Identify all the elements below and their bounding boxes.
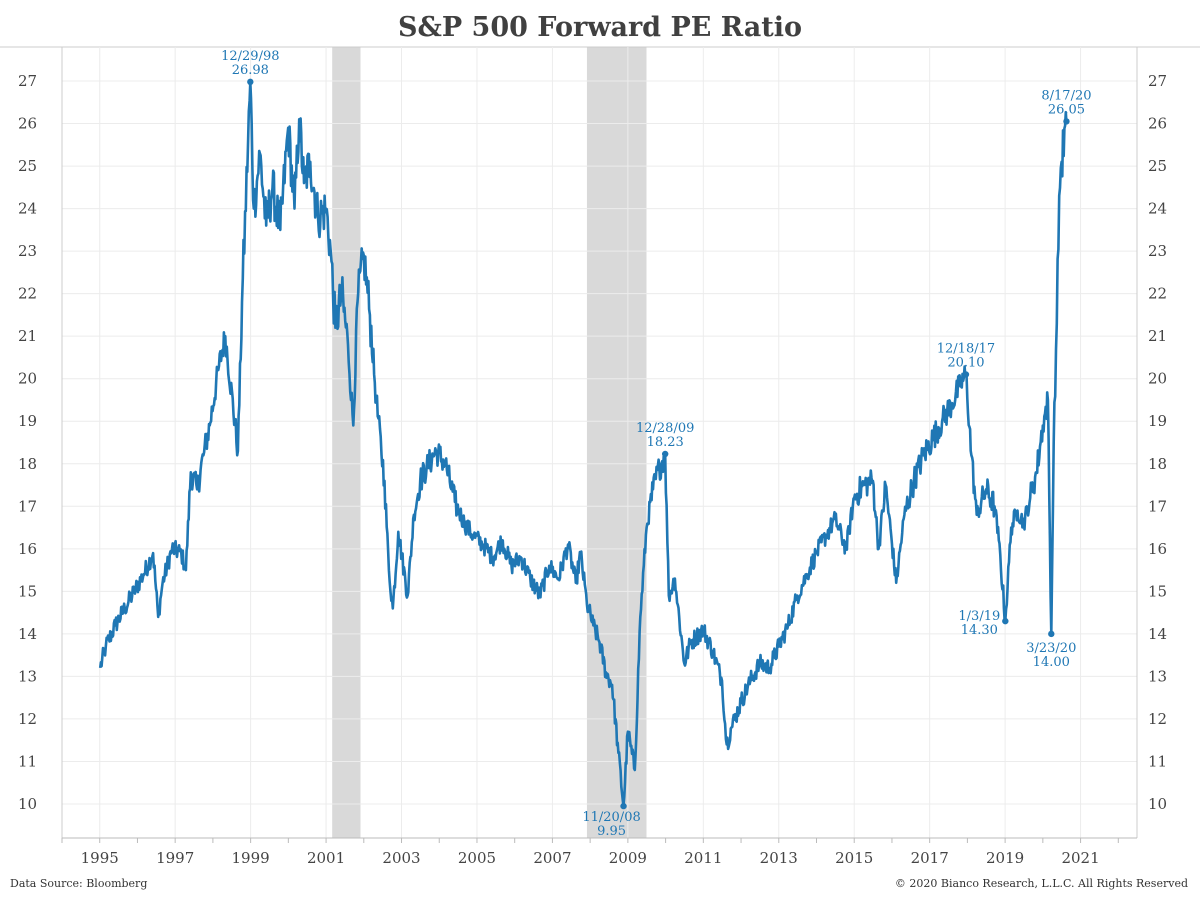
series-line-layer: [98, 80, 1068, 808]
x-tick-label: 2019: [986, 849, 1024, 867]
annotation-value-label: 26.98: [232, 63, 269, 78]
grid: [0, 46, 1200, 838]
y-tick-label-right: 16: [1148, 540, 1167, 558]
y-tick-label-right: 17: [1148, 497, 1167, 515]
annotation-date-label: 12/29/98: [221, 49, 279, 64]
x-tick-label: 2013: [760, 849, 798, 867]
y-tick-label-left: 10: [18, 795, 37, 813]
y-tick-label-right: 10: [1148, 795, 1167, 813]
x-tick-label: 2003: [382, 849, 420, 867]
annotation-point: [1002, 617, 1009, 625]
copyright-note: © 2020 Bianco Research, L.L.C. All Right…: [895, 877, 1188, 890]
annotation-date-label: 3/23/20: [1026, 641, 1076, 656]
y-tick-label-right: 19: [1148, 412, 1167, 430]
x-tick-label: 2015: [835, 849, 873, 867]
y-tick-label-left: 18: [18, 455, 37, 473]
recession-band-1: [332, 47, 361, 838]
x-tick-label: 2001: [307, 849, 345, 867]
annotation-date-label: 12/28/09: [636, 421, 694, 436]
y-tick-label-right: 22: [1148, 285, 1167, 303]
y-tick-label-left: 13: [18, 667, 37, 685]
annotation-value-label: 18.23: [647, 435, 684, 450]
annotation-point: [247, 78, 254, 86]
y-tick-label-right: 20: [1148, 370, 1167, 388]
y-tick-label-right: 27: [1148, 72, 1167, 90]
annotation-point: [1063, 118, 1070, 125]
y-tick-label-right: 21: [1148, 327, 1167, 345]
y-tick-label-left: 19: [18, 412, 37, 430]
data-source-note: Data Source: Bloomberg: [10, 877, 147, 890]
annotation-value-label: 14.00: [1033, 655, 1070, 670]
x-tick-label: 2011: [684, 849, 722, 867]
chart-title: S&P 500 Forward PE Ratio: [398, 12, 802, 43]
x-tick-label: 2009: [609, 849, 647, 867]
x-tick-label: 1997: [156, 849, 194, 867]
x-tick-label: 2017: [911, 849, 949, 867]
y-tick-label-left: 25: [18, 157, 37, 175]
annotation-value-label: 20.10: [947, 355, 984, 370]
x-tick-label: 2021: [1061, 849, 1099, 867]
y-tick-label-right: 12: [1148, 710, 1167, 728]
y-tick-label-left: 26: [18, 115, 37, 133]
y-tick-label-right: 13: [1148, 667, 1167, 685]
y-tick-label-right: 15: [1148, 582, 1167, 600]
series-line-forward-pe: [98, 80, 1068, 808]
x-tick-label: 1995: [81, 849, 119, 867]
y-tick-label-left: 21: [18, 327, 37, 345]
y-tick-label-right: 23: [1148, 242, 1167, 260]
x-tick-label: 2005: [458, 849, 496, 867]
x-tick-label: 1999: [232, 849, 270, 867]
y-tick-label-left: 11: [18, 752, 37, 770]
y-tick-label-left: 20: [18, 370, 37, 388]
y-tick-label-right: 26: [1148, 115, 1167, 133]
annotation-date-label: 12/18/17: [937, 341, 995, 356]
y-tick-label-left: 14: [18, 625, 37, 643]
x-tick-label: 2007: [533, 849, 571, 867]
annotation-date-label: 11/20/08: [582, 810, 640, 825]
y-tick-label-left: 23: [18, 242, 37, 260]
annotation-point: [661, 450, 669, 458]
y-tick-label-left: 22: [18, 285, 37, 303]
annotation-value-label: 9.95: [597, 824, 626, 839]
y-tick-label-left: 27: [18, 72, 37, 90]
annotation-date-label: 8/17/20: [1041, 88, 1091, 103]
y-tick-label-left: 24: [18, 200, 37, 218]
annotation-point: [962, 371, 970, 378]
y-tick-label-left: 15: [18, 582, 37, 600]
annotation-value-label: 26.05: [1048, 102, 1085, 117]
y-tick-label-right: 11: [1148, 752, 1167, 770]
y-tick-label-left: 12: [18, 710, 37, 728]
y-tick-label-right: 14: [1148, 625, 1167, 643]
axes: 10 10 11 11 12 12 13 13 14 14 15 15 16 16 17 17 18 18 19 19…: [18, 47, 1167, 867]
y-tick-label-right: 18: [1148, 455, 1167, 473]
annotation-date-label: 1/3/19: [958, 609, 1000, 624]
y-tick-label-left: 17: [18, 497, 37, 515]
y-tick-label-left: 16: [18, 540, 37, 558]
annotation-value-label: 14.30: [961, 623, 998, 638]
annotation-point: [620, 802, 627, 810]
y-tick-label-right: 25: [1148, 157, 1167, 175]
annotation-point: [1048, 630, 1055, 638]
y-tick-label-right: 24: [1148, 200, 1167, 218]
